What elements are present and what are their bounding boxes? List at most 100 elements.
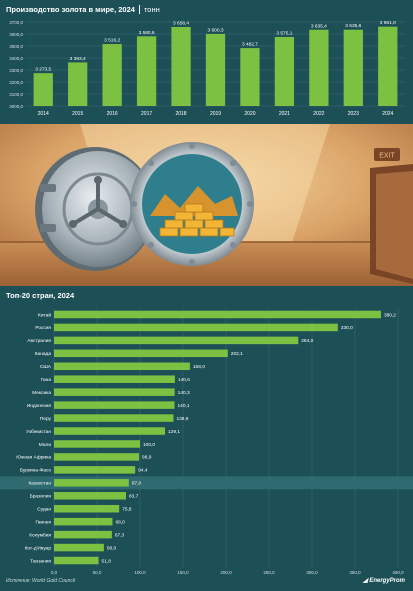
- vault-illustration: EXIT: [0, 124, 413, 286]
- bar: [54, 440, 140, 448]
- y-tick-label: 3400,0: [9, 56, 23, 61]
- category-label: Узбекистан: [26, 429, 51, 435]
- category-label: США: [40, 364, 52, 370]
- bar: [54, 414, 174, 422]
- bar: [54, 427, 166, 435]
- top-countries-panel: Топ-20 стран, 2024 0,0 50,0 100,0 150,0 200,…: [0, 286, 413, 591]
- category-label: Гвинея: [36, 519, 52, 525]
- bar: [274, 36, 295, 106]
- bar: [171, 26, 191, 106]
- bar: [54, 388, 175, 396]
- x-tick-label: 2015: [72, 111, 83, 117]
- bar: [54, 466, 136, 474]
- bar-value-label: 3 658,4: [173, 20, 189, 26]
- category-label: Мали: [39, 442, 52, 448]
- bar: [54, 375, 175, 383]
- x-tick-label: 2016: [107, 111, 118, 117]
- world-production-panel: Производство золота в мире, 2024 тонн 300…: [0, 0, 413, 124]
- bar-value-label: 3 516,2: [104, 38, 120, 44]
- bar: [54, 336, 299, 345]
- category-label: Мексика: [32, 390, 51, 396]
- bar-value-label: 3 575,1: [276, 30, 292, 36]
- category-label: Буркина-Фасо: [20, 468, 52, 474]
- source-note: Источник: World Gold Council: [6, 578, 76, 584]
- bar: [68, 62, 88, 106]
- bar: [54, 517, 113, 526]
- category-label: Австралия: [27, 338, 51, 344]
- category-label: Индонезия: [27, 403, 52, 409]
- world-production-chart: 3000,0 3100,0 3200,0 3300,0 3400,0 3500,0 3600…: [9, 20, 405, 117]
- x-tick-label: 300,0: [306, 570, 318, 575]
- chart-title: Производство золота в мире, 2024: [6, 5, 135, 14]
- bar-value-label: 3 273,5: [35, 67, 51, 73]
- bar-value-label: 51,8: [102, 558, 112, 564]
- y-tick-label: 3600,0: [9, 32, 23, 37]
- bar: [343, 29, 363, 107]
- bar-value-label: 3 635,6: [345, 23, 361, 29]
- bar-value-label: 129,1: [168, 429, 180, 435]
- logo-mark-icon: ◢: [363, 578, 370, 584]
- category-label: Колумбия: [29, 532, 51, 538]
- bar-value-label: 140,3: [178, 390, 190, 396]
- vault-scene: EXIT: [0, 124, 413, 286]
- bar-value-label: 3 635,4: [311, 23, 327, 29]
- x-tick-label: 400,0: [392, 570, 404, 575]
- bar-value-label: 202,1: [231, 351, 243, 357]
- y-tick-label: 3700,0: [9, 20, 23, 25]
- top-countries-title: Топ-20 стран, 2024: [6, 291, 75, 300]
- category-label: Танзания: [30, 558, 51, 564]
- bar: [54, 504, 120, 513]
- bar-value-label: 158,0: [193, 364, 205, 370]
- bar: [54, 362, 190, 371]
- x-tick-label: 100,0: [134, 570, 146, 575]
- category-label: Китай: [38, 311, 51, 318]
- category-label: Кот-д'Ивуар: [25, 545, 52, 551]
- exit-sign-text: EXIT: [379, 153, 395, 160]
- bar: [54, 310, 381, 319]
- logo-text: EnergyProm: [369, 578, 405, 584]
- bar: [54, 453, 140, 461]
- top-countries-chart: 0,0 50,0 100,0 150,0 200,0 250,0 300,0 350,0 400…: [0, 308, 413, 575]
- y-tick-label: 3000,0: [9, 104, 23, 109]
- bar: [54, 543, 104, 552]
- bar-value-label: 67,3: [115, 532, 125, 538]
- gold-bars-icon: [159, 203, 235, 237]
- bar-value-label: 58,0: [107, 545, 117, 551]
- exit-sign: [374, 148, 400, 161]
- x-tick-label: 200,0: [220, 570, 232, 575]
- bar-value-label: 83,7: [129, 494, 139, 500]
- bar: [54, 530, 112, 539]
- category-label: Бразилия: [30, 494, 52, 500]
- bar: [54, 401, 175, 409]
- bar: [54, 492, 126, 500]
- x-tick-label: 250,0: [263, 570, 275, 575]
- bar-value-label: 68,0: [115, 519, 125, 525]
- bar-value-label: 3 482,7: [242, 42, 258, 48]
- bar: [54, 556, 99, 565]
- bar-value-label: 138,9: [176, 416, 188, 422]
- bar-value-label: 330,0: [341, 325, 353, 331]
- bar-value-label: 3 363,4: [70, 56, 86, 62]
- bar-value-label: 87,0: [132, 481, 142, 487]
- bar-value-label: 140,6: [178, 377, 190, 383]
- x-tick-label: 2014: [38, 111, 49, 117]
- x-tick-label: 2023: [348, 111, 359, 117]
- category-label: Перу: [40, 416, 52, 422]
- x-tick-label: 50,0: [93, 570, 102, 575]
- x-tick-label: 350,0: [349, 570, 361, 575]
- x-tick-label: 2021: [279, 111, 290, 117]
- bar: [33, 73, 53, 106]
- bar: [136, 36, 157, 106]
- y-tick-label: 3300,0: [9, 68, 23, 73]
- bar: [309, 29, 329, 107]
- category-label: Россия: [35, 325, 51, 331]
- bar-value-label: 284,0: [301, 338, 313, 344]
- x-tick-label: 2019: [210, 111, 221, 117]
- category-label: Южная Африка: [16, 455, 51, 461]
- x-tick-label: 2022: [313, 111, 324, 117]
- vault-opening: [130, 142, 254, 266]
- category-label: Гана: [41, 377, 52, 383]
- bar-value-label: 140,1: [177, 403, 189, 409]
- bar: [54, 349, 228, 358]
- x-tick-label: 0,0: [51, 570, 58, 575]
